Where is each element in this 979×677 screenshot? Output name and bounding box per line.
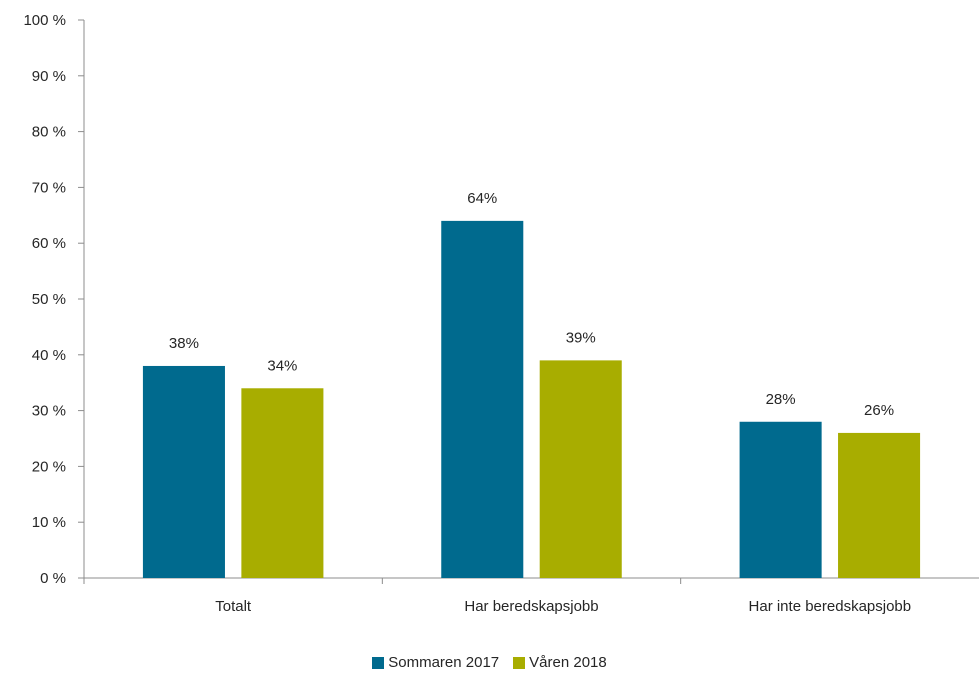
- bar: [838, 432, 921, 578]
- data-label: 26%: [864, 402, 894, 419]
- y-tick-label: 0 %: [40, 570, 66, 587]
- x-category-label: Totalt: [215, 598, 252, 615]
- x-category-label: Har beredskapsjobb: [464, 598, 598, 615]
- y-tick-label: 30 %: [32, 403, 66, 420]
- y-tick-label: 60 %: [32, 235, 66, 252]
- bar: [539, 360, 622, 578]
- bar: [739, 421, 822, 578]
- legend-label-sommaren-2017: Sommaren 2017: [388, 654, 500, 671]
- y-tick-label: 20 %: [32, 458, 66, 475]
- y-tick-label: 80 %: [32, 124, 66, 141]
- legend-swatch-sommaren-2017: [372, 656, 385, 669]
- legend-item-sommaren-2017: Sommaren 2017: [372, 654, 499, 671]
- bar: [142, 365, 225, 578]
- legend: Sommaren 2017 Våren 2018: [0, 654, 979, 671]
- legend-item-varen-2018: Våren 2018: [513, 654, 607, 671]
- y-tick-label: 10 %: [32, 514, 66, 531]
- y-tick-label: 40 %: [32, 347, 66, 364]
- bar: [241, 388, 324, 578]
- x-category-label: Har inte beredskapsjobb: [749, 598, 912, 615]
- bar: [441, 220, 524, 578]
- data-label: 64%: [467, 190, 497, 207]
- data-label: 28%: [766, 391, 796, 408]
- legend-swatch-varen-2018: [513, 656, 526, 669]
- y-tick-label: 90 %: [32, 68, 66, 85]
- data-label: 34%: [267, 357, 297, 374]
- data-label: 38%: [169, 335, 199, 352]
- legend-label-varen-2018: Våren 2018: [529, 654, 607, 671]
- y-tick-label: 100 %: [23, 12, 66, 29]
- y-tick-label: 70 %: [32, 179, 66, 196]
- data-label: 39%: [566, 329, 596, 346]
- y-tick-label: 50 %: [32, 291, 66, 308]
